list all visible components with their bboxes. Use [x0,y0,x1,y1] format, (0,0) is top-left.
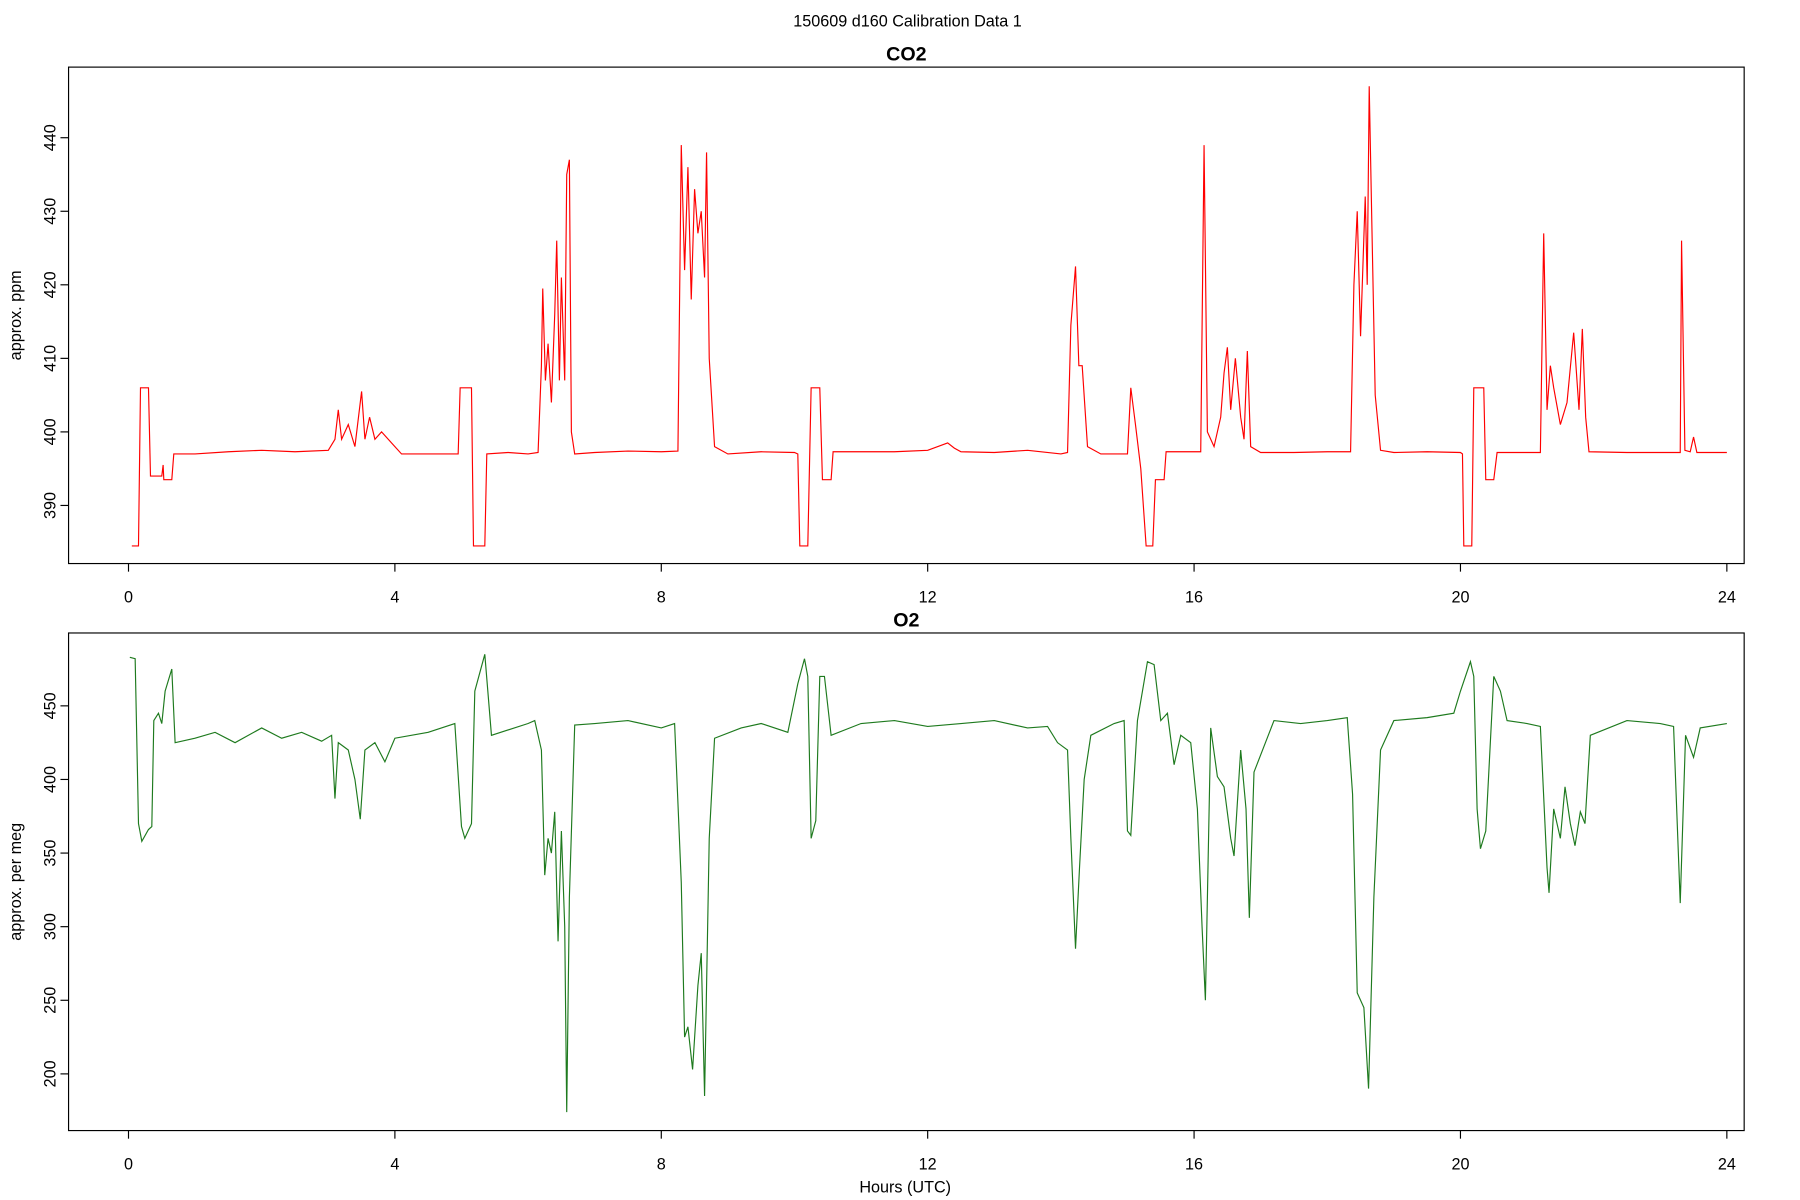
chart-title: CO2 [886,44,926,66]
plot-frame [67,632,1745,1132]
x-tick-label: 16 [1185,1156,1203,1174]
x-tick-label: 16 [1185,589,1203,607]
figure-title: 150609 d160 Calibration Data 1 [793,12,1022,30]
data-line [129,654,1727,1113]
y-tick-label: 350 [41,840,59,867]
x-tick-label: 12 [919,589,937,607]
y-tick-label: 390 [41,492,59,519]
chart-title: O2 [893,610,919,632]
x-tick-label: 4 [390,1156,399,1174]
data-line [131,86,1727,547]
x-axis-label: Hours (UTC) [859,1179,951,1197]
y-tick-label: 300 [41,913,59,940]
x-tick-label: 24 [1718,1156,1736,1174]
x-tick-label: 12 [919,1156,937,1174]
y-tick-label: 440 [41,124,59,151]
x-tick-label: 8 [657,1156,666,1174]
y-tick-label: 400 [41,766,59,793]
x-tick-label: 0 [124,589,133,607]
y-tick-label: 250 [41,987,59,1014]
x-tick-label: 24 [1718,589,1736,607]
y-tick-label: 420 [41,271,59,298]
plot-frame [67,66,1745,565]
y-tick-label: 430 [41,198,59,225]
y-tick-label: 200 [41,1060,59,1087]
x-tick-label: 8 [657,589,666,607]
x-tick-label: 0 [124,1156,133,1174]
y-tick-label: 400 [41,418,59,445]
y-axis-label: approx. ppm [7,270,25,360]
y-axis-label: approx. per meg [7,823,25,941]
x-tick-label: 20 [1451,1156,1469,1174]
y-tick-label: 410 [41,345,59,372]
x-tick-label: 4 [390,589,399,607]
y-tick-label: 450 [41,692,59,719]
x-tick-label: 20 [1451,589,1469,607]
